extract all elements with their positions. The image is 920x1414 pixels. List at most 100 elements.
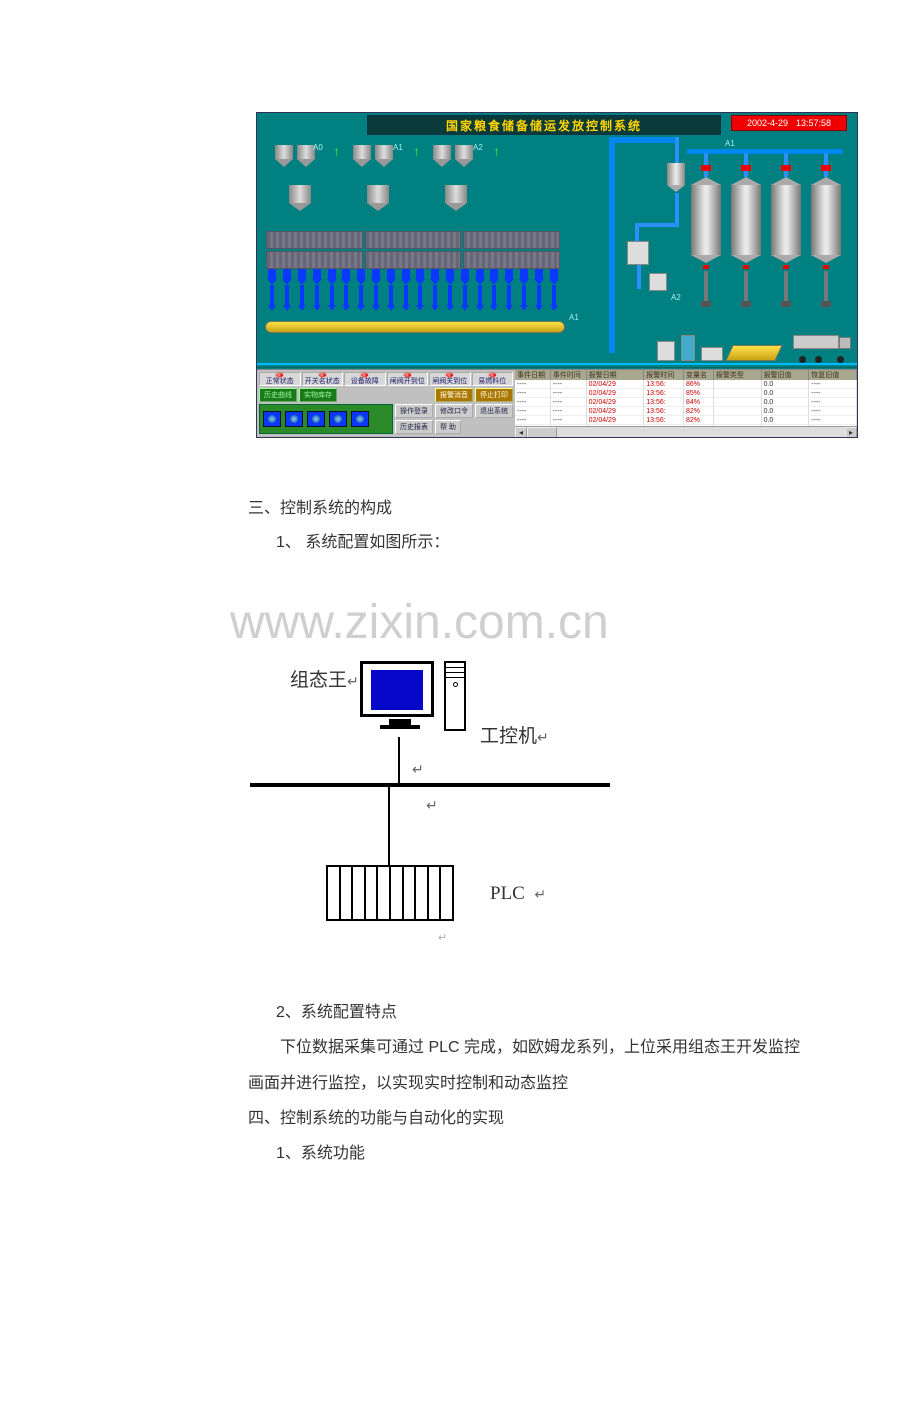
alarm-header-cell: 报警日期 bbox=[587, 370, 645, 380]
alarm-header-cell: 报警旧值 bbox=[762, 370, 810, 380]
hopper-icon bbox=[275, 145, 293, 167]
camera-icon[interactable] bbox=[351, 411, 369, 427]
status-indicator: 正常状态 bbox=[259, 372, 301, 386]
valve-icon bbox=[701, 165, 711, 171]
discharge-spout-icon bbox=[369, 269, 384, 319]
discharge-spout-icon bbox=[324, 269, 339, 319]
incline-conveyor bbox=[725, 345, 782, 361]
scada-clock: 2002-4-29 13:57:58 bbox=[731, 115, 847, 131]
label-ipc: 工控机↵ bbox=[480, 721, 549, 748]
alarm-row: --------02/04/2913:56:81%0.0---- bbox=[515, 425, 857, 426]
hopper-icon bbox=[367, 185, 389, 211]
scada-title-bar: 国家粮食储备储运发放控制系统 bbox=[367, 115, 721, 135]
discharge-spout-icon bbox=[428, 269, 443, 319]
machine-icon bbox=[627, 241, 649, 265]
discharge-spout-icon bbox=[531, 269, 546, 319]
discharge-spout-icon bbox=[517, 269, 532, 319]
hopper-icon bbox=[445, 185, 467, 211]
alarm-header-cell: 报警类型 bbox=[714, 370, 762, 380]
label-a0: A0 bbox=[313, 143, 323, 152]
ground-line bbox=[257, 367, 857, 368]
alarm-mute-button[interactable]: 报警消音 bbox=[435, 388, 473, 402]
paragraph: 下位数据采集可通过 PLC 完成，如欧姆龙系列，上位采用组态王开发监控画面并进行… bbox=[248, 1030, 808, 1100]
list-item: 2、系统配置特点 bbox=[248, 995, 808, 1030]
lamp-icon bbox=[319, 373, 326, 377]
lamp-icon bbox=[446, 373, 453, 377]
valve-icon bbox=[821, 165, 831, 171]
return-mark: ↵ bbox=[438, 931, 447, 944]
label-a1m: A1 bbox=[569, 313, 579, 322]
alarm-header-cell: 事件日期 bbox=[515, 370, 551, 380]
discharge-spout-icon bbox=[280, 269, 295, 319]
discharge-spout-icon bbox=[443, 269, 458, 319]
system-config-diagram: 组态王↵ 工控机↵ ↵ ↵ PLC ↵ ↵ bbox=[230, 625, 670, 945]
conveyor-belt bbox=[265, 321, 565, 333]
arrow-up-icon: ↑ bbox=[413, 143, 420, 159]
scroll-right-icon[interactable]: ▸ bbox=[845, 427, 857, 438]
connector-line bbox=[398, 737, 400, 783]
discharge-spout-icon bbox=[502, 269, 517, 319]
hopper-icon bbox=[289, 185, 311, 211]
heading-section-3: 三、控制系统的构成 bbox=[248, 492, 794, 526]
truck-icon bbox=[793, 335, 851, 359]
alarm-row: --------02/04/2913:56:82%0.0---- bbox=[515, 416, 857, 425]
login-button[interactable]: 操作登录 bbox=[395, 404, 433, 418]
arrow-up-icon: ↑ bbox=[493, 143, 500, 159]
hopper-icon bbox=[455, 145, 473, 167]
stop-print-button[interactable]: 停止打印 bbox=[475, 388, 513, 402]
hopper-icon bbox=[375, 145, 393, 167]
list-item: 1、系统功能 bbox=[248, 1136, 808, 1171]
pc-tower-icon bbox=[444, 661, 466, 731]
tank-icon bbox=[681, 335, 695, 361]
discharge-spout-icon bbox=[487, 269, 502, 319]
control-panel: 正常状态开关名状态设备故障闸阀开到位闸阀关到位易燃料位 历史曲线 实物库存 报警… bbox=[257, 369, 515, 437]
camera-strip bbox=[259, 404, 393, 434]
camera-icon[interactable] bbox=[329, 411, 347, 427]
lamp-icon bbox=[276, 373, 283, 377]
history-curve-button[interactable]: 历史曲线 bbox=[259, 388, 297, 402]
history-report-button[interactable]: 历史报表 bbox=[395, 420, 433, 434]
pipe bbox=[635, 223, 639, 243]
status-indicator: 闸阀关到位 bbox=[429, 372, 471, 386]
camera-icon[interactable] bbox=[307, 411, 325, 427]
return-mark: ↵ bbox=[426, 797, 438, 814]
scada-screenshot: 国家粮食储备储运发放控制系统 2002-4-29 13:57:58 A0 A1 … bbox=[256, 112, 858, 438]
change-pwd-button[interactable]: 修改口令 bbox=[435, 404, 473, 418]
bus-line bbox=[250, 783, 610, 787]
label-plc: PLC ↵ bbox=[490, 883, 546, 905]
scada-title: 国家粮食储备储运发放控制系统 bbox=[446, 117, 642, 134]
valve-icon bbox=[741, 165, 751, 171]
heading-section-4: 四、控制系统的功能与自动化的实现 bbox=[248, 1101, 808, 1136]
horizontal-scrollbar[interactable]: ◂ ▸ bbox=[515, 426, 857, 438]
label-kingview: 组态王↵ bbox=[290, 665, 359, 692]
hopper-icon bbox=[433, 145, 451, 167]
discharge-spout-icon bbox=[546, 269, 561, 319]
status-indicator: 闸阀开到位 bbox=[387, 372, 429, 386]
alarm-row: --------02/04/2913:56:85%0.0---- bbox=[515, 389, 857, 398]
camera-icon[interactable] bbox=[285, 411, 303, 427]
pipe-vertical bbox=[609, 137, 615, 353]
exit-button[interactable]: 退出系统 bbox=[475, 404, 513, 418]
lamp-icon bbox=[489, 373, 496, 377]
buffer-hopper bbox=[667, 163, 685, 192]
lamp-icon bbox=[404, 373, 411, 377]
lamp-icon bbox=[361, 373, 368, 377]
camera-icon[interactable] bbox=[263, 411, 281, 427]
discharge-spout-icon bbox=[265, 269, 280, 319]
label-a2r: A2 bbox=[671, 293, 681, 302]
hopper-icon bbox=[353, 145, 371, 167]
scroll-left-icon[interactable]: ◂ bbox=[515, 427, 527, 438]
discharge-spout-icon bbox=[383, 269, 398, 319]
conveyor-section bbox=[265, 231, 561, 333]
inventory-button[interactable]: 实物库存 bbox=[299, 388, 337, 402]
status-indicator: 开关名状态 bbox=[302, 372, 344, 386]
equipment-icon bbox=[701, 347, 723, 361]
silo-icon bbox=[811, 177, 841, 307]
connector-line bbox=[388, 787, 390, 865]
help-button[interactable]: 帮 助 bbox=[435, 420, 461, 434]
machine-icon bbox=[649, 273, 667, 291]
scada-time: 13:57:58 bbox=[796, 118, 831, 128]
discharge-spout-icon bbox=[295, 269, 310, 319]
scada-date: 2002-4-29 bbox=[747, 118, 788, 128]
discharge-spout-icon bbox=[457, 269, 472, 319]
